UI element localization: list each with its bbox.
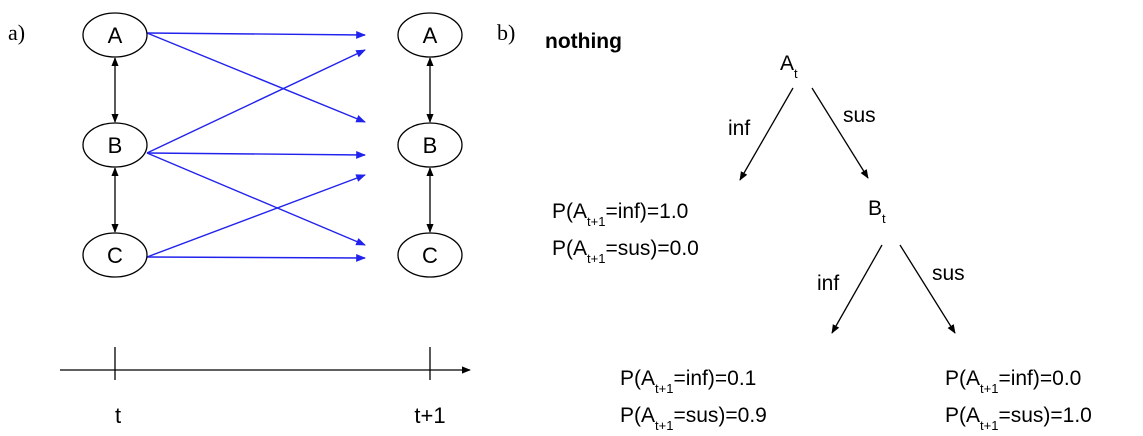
probability: P(At+1=sus)=0.0 — [552, 237, 699, 266]
prob-subscript: t+1 — [587, 251, 605, 266]
node-label: A — [108, 23, 123, 48]
edge-label: sus — [843, 104, 876, 127]
transition — [146, 30, 366, 39]
state-node — [397, 12, 463, 58]
transition — [146, 49, 366, 154]
branch — [739, 87, 794, 181]
node-subscript: t — [882, 211, 886, 226]
prob-suffix: =inf)=0.0 — [998, 367, 1081, 390]
tree-panel — [739, 87, 956, 334]
state-node — [82, 122, 148, 168]
branch — [831, 244, 883, 334]
prob-prefix: P(A — [945, 367, 980, 390]
node-label: B — [423, 133, 438, 158]
prob-subscript: t+1 — [980, 381, 998, 396]
prob-prefix: P(A — [552, 237, 587, 260]
probability: P(At+1=inf)=1.0 — [552, 200, 688, 229]
tree-node: At — [780, 52, 798, 81]
prob-subscript: t+1 — [980, 418, 998, 433]
state-node — [397, 122, 463, 168]
prob-suffix: =sus)=1.0 — [998, 404, 1091, 427]
prob-suffix: =inf)=0.1 — [673, 367, 756, 390]
prob-subscript: t+1 — [655, 381, 673, 396]
prob-prefix: P(A — [620, 404, 655, 427]
prob-prefix: P(A — [552, 200, 587, 223]
state-node — [82, 12, 148, 58]
prob-suffix: =sus)=0.9 — [673, 404, 766, 427]
edge-label: inf — [728, 117, 750, 140]
prob-subscript: t+1 — [655, 418, 673, 433]
time-label: t+1 — [414, 403, 445, 428]
node-label: C — [422, 243, 438, 268]
panel-label: a) — [8, 20, 25, 45]
prob-prefix: P(A — [620, 367, 655, 390]
prob-suffix: =sus)=0.0 — [605, 237, 698, 260]
state-node — [82, 232, 148, 278]
tree-title: nothing — [545, 30, 622, 53]
node-label: A — [423, 23, 438, 48]
transition — [146, 174, 366, 258]
state-node — [397, 232, 463, 278]
node-name: A — [780, 52, 794, 75]
transition — [146, 152, 366, 246]
prob-suffix: =inf)=1.0 — [605, 200, 688, 223]
time-label: t — [115, 403, 121, 428]
prob-subscript: t+1 — [587, 214, 605, 229]
transition — [146, 150, 366, 159]
branch — [811, 87, 869, 179]
edge-label: inf — [817, 272, 839, 295]
probability: P(At+1=inf)=0.1 — [620, 367, 756, 396]
tree-node: Bt — [868, 197, 886, 226]
node-subscript: t — [794, 66, 798, 81]
node-label: C — [107, 243, 123, 268]
dbn-panel — [60, 30, 471, 380]
panel-label: b) — [497, 20, 515, 45]
probability: P(At+1=sus)=1.0 — [945, 404, 1092, 433]
node-label: B — [108, 133, 123, 158]
node-name: B — [868, 197, 882, 220]
transition — [146, 254, 366, 262]
edge-label: sus — [932, 262, 965, 285]
probability: P(At+1=sus)=0.9 — [620, 404, 767, 433]
branch — [899, 244, 956, 334]
prob-prefix: P(A — [945, 404, 980, 427]
transition — [146, 32, 366, 123]
probability: P(At+1=inf)=0.0 — [945, 367, 1081, 396]
